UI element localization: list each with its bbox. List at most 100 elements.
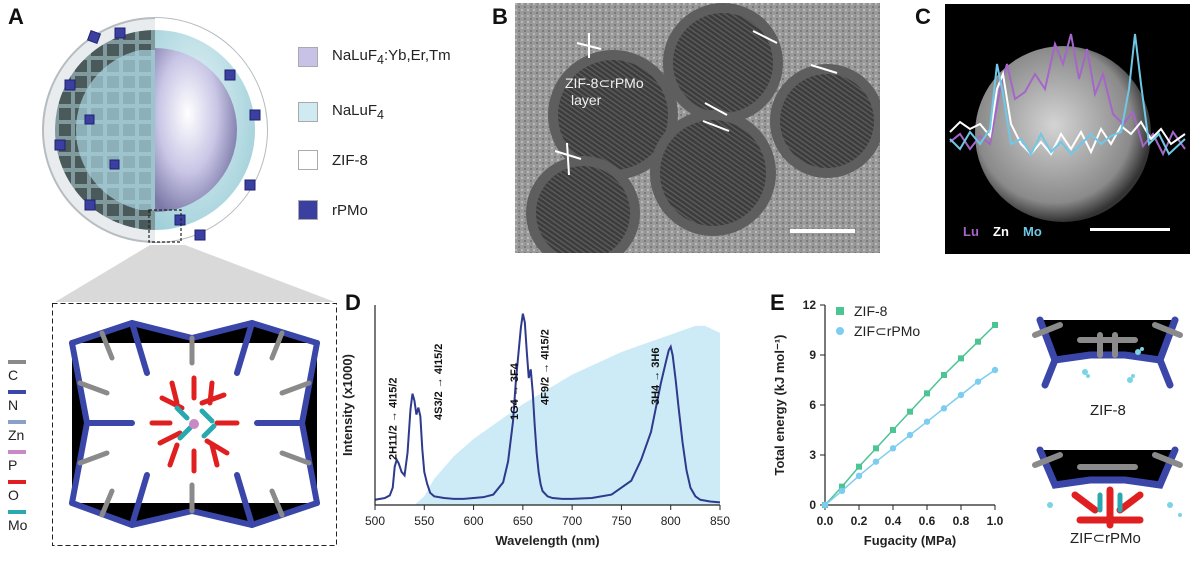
- element-legend-item: N: [8, 390, 26, 413]
- nanoparticle-schematic: [42, 17, 268, 243]
- x-tick-label: 750: [611, 514, 631, 528]
- element-legend-item: Mo: [8, 510, 27, 533]
- legend-marker-circle: [836, 327, 844, 335]
- legend-label: ZIF-8: [854, 303, 888, 319]
- x-axis-label: Wavelength (nm): [495, 533, 599, 548]
- panel-label-d: D: [345, 290, 361, 315]
- element-legend-item: P: [8, 450, 26, 473]
- transition-annotation: 1G4 → 3F4: [509, 362, 521, 420]
- element-legend-item: C: [8, 360, 26, 383]
- eds-legend-lu: Lu: [963, 224, 979, 239]
- tem-image: ZIF-8⊂rPMo layer: [515, 3, 880, 253]
- x-axis-label: Fugacity (MPa): [864, 533, 956, 548]
- element-swatch: [8, 390, 26, 394]
- data-point-square: [873, 445, 879, 452]
- eds-legend: Lu Zn Mo: [963, 224, 1042, 239]
- element-label: C: [8, 367, 19, 383]
- data-point-circle: [940, 405, 948, 412]
- spectrum-background-area: [375, 325, 720, 505]
- eds-legend-zn: Zn: [993, 224, 1009, 239]
- element-label: N: [8, 397, 19, 413]
- legend-marker-square: [836, 307, 844, 315]
- tem-scale-bar: [790, 229, 855, 233]
- data-point-circle: [923, 418, 931, 425]
- data-point-circle: [872, 458, 880, 465]
- data-point-square: [839, 483, 845, 490]
- element-label: O: [8, 487, 19, 503]
- x-tick-label: 700: [562, 514, 582, 528]
- data-point-square: [958, 355, 964, 362]
- x-tick-label: 0.4: [885, 514, 902, 528]
- y-tick-label: 3: [809, 448, 816, 462]
- transition-annotation: 2H11/2 → 4I15/2: [388, 377, 400, 460]
- element-swatch: [8, 480, 26, 484]
- x-tick-label: 0.0: [817, 514, 834, 528]
- legend-label: NaLuF4: [332, 102, 384, 122]
- eds-linescan: Lu Zn Mo: [945, 4, 1190, 254]
- data-point-circle: [889, 445, 897, 452]
- eds-legend-mo: Mo: [1023, 224, 1042, 239]
- legend-label: NaLuF4:Yb,Er,Tm: [332, 47, 451, 67]
- x-tick-label: 650: [513, 514, 533, 528]
- data-point-square: [975, 338, 981, 345]
- data-point-square: [890, 427, 896, 433]
- y-tick-label: 6: [809, 398, 816, 412]
- x-tick-label: 500: [365, 514, 385, 528]
- spectrum-line: [374, 313, 721, 504]
- element-label: Mo: [8, 517, 28, 533]
- legend-item: ZIF-8: [298, 150, 368, 170]
- x-tick-label: 0.8: [953, 514, 970, 528]
- tem-annotation-line1: ZIF-8⊂rPMo: [565, 75, 644, 91]
- structure-zif8: ZIF-8: [1032, 316, 1183, 419]
- data-point-circle: [821, 501, 829, 509]
- panel-label-c: C: [915, 4, 931, 29]
- data-point-circle: [991, 366, 999, 374]
- legend-swatch: [298, 200, 318, 220]
- element-label: P: [8, 457, 18, 473]
- element-legend: C N Zn P O Mo: [8, 360, 38, 540]
- x-tick-label: 0.6: [919, 514, 936, 528]
- data-point-square: [924, 390, 930, 397]
- x-tick-label: 850: [710, 514, 730, 528]
- structure-top-label: ZIF-8: [1090, 402, 1126, 419]
- eds-scale-bar: [1090, 228, 1170, 231]
- legend-swatch: [298, 102, 318, 122]
- data-point-square: [907, 408, 913, 415]
- tem-annotation-line2: layer: [571, 92, 602, 108]
- panel-label-e: E: [770, 290, 785, 315]
- x-tick-label: 0.2: [851, 514, 868, 528]
- data-point-square: [992, 322, 998, 328]
- legend-item: NaLuF4: [298, 102, 384, 122]
- data-point-square: [941, 372, 947, 378]
- transition-annotation: 3H4 → 3H6: [650, 348, 662, 405]
- structure-zif-rpmo: ZIF⊂rPMo: [1032, 446, 1183, 547]
- y-tick-label: 0: [809, 498, 816, 512]
- data-point-circle: [957, 391, 965, 399]
- y-axis-label: Total energy (kJ mol⁻¹): [772, 335, 787, 476]
- legend-label: ZIF⊂rPMo: [854, 323, 920, 339]
- legend-swatch: [298, 150, 318, 170]
- transition-annotation: 4S3/2 → 4I15/2: [433, 344, 445, 420]
- y-tick-label: 9: [809, 348, 816, 362]
- chart-d-emission-spectrum: 500 550 600 650 700 750 800 850 Wavelength (nm) I…: [340, 305, 730, 548]
- transition-annotation: 4F9/2 → 4I15/2: [539, 329, 551, 405]
- data-point-square: [856, 463, 862, 470]
- element-swatch: [8, 420, 26, 424]
- panel-label-b: B: [492, 4, 508, 29]
- legend-label: ZIF-8: [332, 151, 368, 169]
- y-tick-label: 12: [803, 298, 817, 312]
- element-swatch: [8, 510, 26, 514]
- x-tick-label: 550: [414, 514, 434, 528]
- legend-item: NaLuF4:Yb,Er,Tm: [298, 47, 451, 67]
- zoom-cone: [55, 245, 335, 302]
- legend-item: rPMo: [298, 200, 368, 220]
- element-legend-item: Zn: [8, 420, 26, 443]
- element-swatch: [8, 450, 26, 454]
- element-label: Zn: [8, 427, 25, 443]
- chart-e-adsorption-energy: 0.0 0.2 0.4 0.6 0.8 1.0 0 3 6 9 12 Fugacity (MPa) To…: [772, 298, 1004, 548]
- structure-bottom-label: ZIF⊂rPMo: [1070, 530, 1141, 547]
- x-tick-label: 800: [661, 514, 681, 528]
- data-point-circle: [906, 431, 914, 439]
- legend-swatch: [298, 47, 318, 67]
- mof-structure: [52, 303, 337, 546]
